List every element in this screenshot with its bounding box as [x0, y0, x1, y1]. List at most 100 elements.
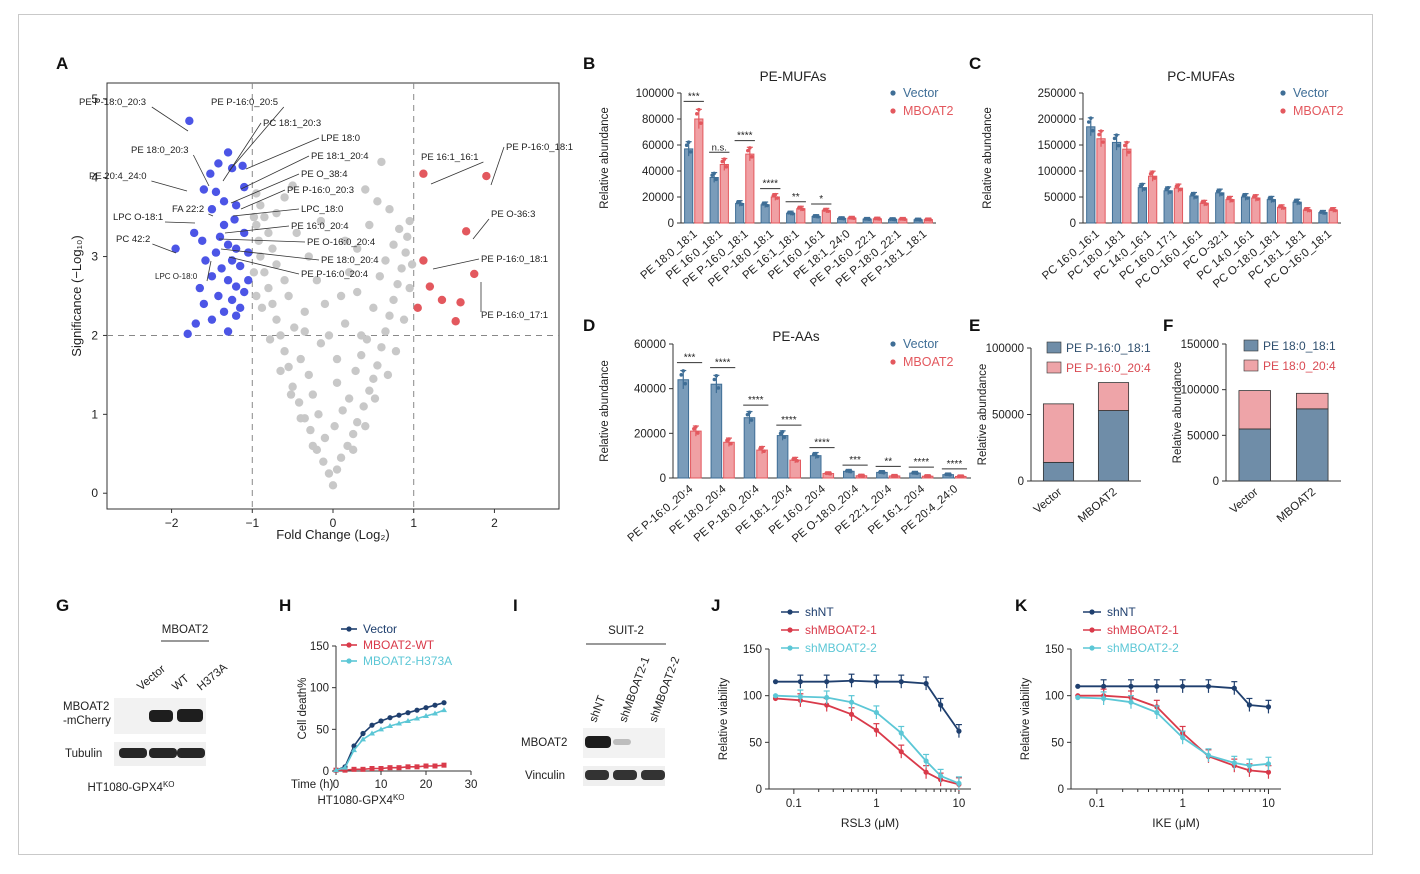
ns-point — [383, 370, 393, 380]
down-point — [198, 236, 207, 245]
data-point — [1128, 683, 1134, 689]
replicate-dot — [788, 210, 793, 215]
replicate-dot — [737, 199, 742, 204]
ns-point — [377, 343, 386, 352]
point-label: LPC O-18:0 — [155, 272, 198, 281]
legend-label: PE 18:0_18:1 — [1263, 339, 1336, 353]
point-label: PE 18:1_20:4 — [311, 151, 369, 162]
stacked-chart-e: 0 50000 100000 Vector MBOAT2 Relative abundan… — [977, 341, 1151, 525]
significance-label: **** — [781, 415, 797, 426]
legend-swatch — [1243, 359, 1259, 372]
blot-band — [613, 770, 637, 780]
ns-point — [306, 425, 315, 435]
replicate-dot — [946, 472, 950, 477]
ns-point — [348, 445, 358, 455]
data-point — [824, 702, 830, 708]
replicate-dot — [1279, 204, 1284, 208]
series-marker — [369, 722, 375, 728]
replicate-dot — [716, 386, 721, 390]
point-label: PE P-16:0_20:4 — [301, 269, 368, 280]
y-axis-label: Relative abundance — [599, 107, 611, 209]
ns-point — [268, 299, 277, 309]
bar-vector — [1292, 201, 1302, 224]
data-point — [1128, 699, 1134, 705]
x-tick-label: MBOAT2 — [1076, 486, 1119, 525]
replicate-dot — [727, 437, 731, 441]
ns-point — [369, 303, 378, 313]
dose-chart-k: 0 50 100 150 0.1 1 10 IKE (μM) Relative viabilit… — [1020, 605, 1281, 830]
data-point — [1246, 702, 1253, 708]
ns-point — [324, 331, 334, 340]
ns-point — [320, 299, 330, 309]
leader-line — [208, 213, 214, 217]
replicate-dot — [799, 205, 803, 210]
ns-point — [348, 429, 358, 439]
replicate-dot — [1269, 195, 1274, 200]
y-tick-label: 150000 — [1038, 140, 1076, 152]
ns-point — [373, 361, 382, 370]
ns-point — [344, 268, 354, 277]
bar-mboat2 — [770, 196, 780, 224]
down-point — [189, 228, 199, 238]
legend-marker — [787, 627, 793, 633]
replicate-dot — [1116, 143, 1121, 148]
leader-line — [222, 122, 262, 182]
series-marker — [423, 763, 429, 769]
data-point — [956, 728, 962, 734]
ns-point — [256, 201, 265, 210]
replicate-dot — [1142, 187, 1147, 191]
point-label: PE P-16:0_17:1 — [481, 310, 548, 321]
bar-mboat2 — [1122, 148, 1132, 224]
ns-point — [260, 268, 269, 277]
y-tick-label: 0 — [1070, 218, 1076, 230]
series-marker — [342, 764, 348, 770]
ns-point — [249, 212, 259, 222]
bar-vector — [1137, 187, 1148, 224]
ns-point — [389, 240, 398, 249]
replicate-dot — [729, 441, 733, 446]
legend-marker — [1089, 627, 1095, 633]
panel-letter-j: J — [711, 596, 720, 615]
ns-point — [338, 406, 347, 415]
legend-label: MBOAT2 — [903, 104, 954, 118]
bar-mboat2 — [1251, 197, 1261, 224]
up-point — [413, 303, 422, 313]
y-tick-label: 150 — [310, 641, 329, 653]
replicate-dot — [958, 474, 963, 479]
data-point — [1101, 683, 1107, 689]
y-tick-label: 100 — [310, 683, 329, 695]
leader-line — [206, 260, 212, 282]
ns-point — [330, 421, 339, 431]
ns-point — [361, 421, 370, 431]
blot-band — [585, 736, 611, 748]
replicate-dot — [681, 369, 686, 373]
x-tick-label: 0 — [333, 779, 339, 791]
blot-lane-label: H373A — [195, 661, 230, 693]
ns-point — [377, 157, 386, 167]
series-marker — [396, 712, 402, 718]
replicate-dot — [925, 474, 930, 478]
y-tick-label: 100000 — [986, 343, 1024, 355]
up-point — [419, 169, 428, 178]
x-tick-label: 1 — [410, 516, 417, 530]
stack-segment — [1238, 428, 1271, 482]
data-point — [1154, 709, 1160, 716]
legend-marker — [1089, 609, 1095, 615]
replicate-dot — [813, 451, 818, 456]
replicate-dot — [1176, 183, 1181, 187]
blot-lane-label: WT — [170, 673, 191, 694]
series-marker — [441, 762, 447, 768]
y-tick-label: 0 — [1018, 476, 1024, 488]
ns-point — [332, 378, 342, 387]
ns-point — [357, 331, 366, 340]
bar-mboat2 — [1096, 138, 1106, 224]
ns-point — [332, 465, 342, 474]
replicate-dot — [793, 456, 797, 461]
ns-point — [399, 315, 409, 324]
panel-letter-d: D — [583, 316, 595, 335]
legend-marker — [346, 658, 352, 664]
data-point — [1180, 735, 1186, 741]
ns-point — [369, 374, 378, 384]
series-marker — [414, 764, 420, 770]
ns-point — [385, 205, 394, 214]
